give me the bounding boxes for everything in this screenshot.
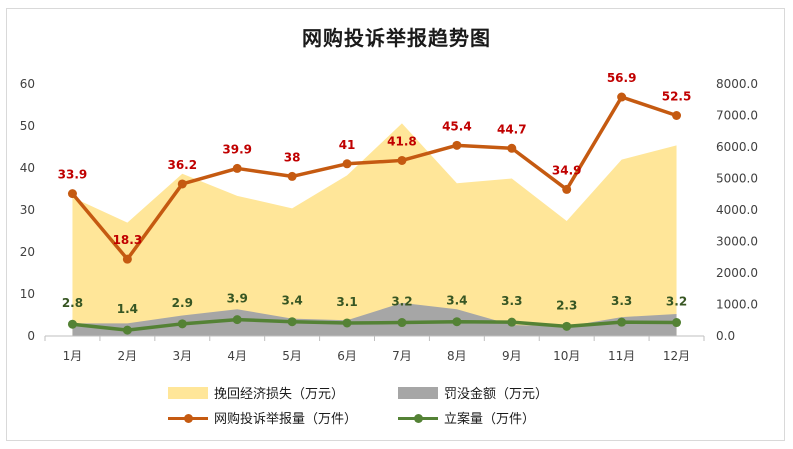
legend-swatch-complaints bbox=[168, 412, 208, 424]
data-point-2 bbox=[397, 155, 407, 165]
data-label: 34.9 bbox=[552, 163, 582, 177]
x-tick-label: 12月 bbox=[663, 349, 690, 363]
data-point-2 bbox=[122, 254, 132, 264]
x-tick-label: 1月 bbox=[63, 349, 83, 363]
y-left-tick-label: 60 bbox=[20, 77, 35, 91]
area-series-0 bbox=[72, 123, 677, 336]
legend-swatch-fines bbox=[398, 386, 438, 399]
data-point-3 bbox=[672, 318, 682, 328]
data-point-2 bbox=[672, 111, 682, 120]
y-left-tick-label: 20 bbox=[20, 245, 35, 259]
data-point-3 bbox=[342, 318, 352, 328]
data-label: 3.1 bbox=[336, 295, 357, 309]
data-label: 52.5 bbox=[662, 90, 692, 104]
area-series-1 bbox=[72, 302, 677, 336]
data-point-3 bbox=[397, 318, 407, 328]
x-tick-label: 3月 bbox=[172, 349, 192, 363]
data-label: 33.9 bbox=[58, 168, 88, 182]
x-tick-label: 5月 bbox=[282, 349, 302, 363]
data-point-2 bbox=[232, 163, 242, 173]
y-right-tick-label: 6000.0 bbox=[716, 140, 758, 154]
y-left-tick-label: 40 bbox=[20, 161, 35, 175]
y-left-tick-label: 0 bbox=[27, 329, 35, 343]
y-left-tick-label: 50 bbox=[20, 119, 35, 133]
data-label: 3.3 bbox=[501, 294, 522, 308]
data-point-3 bbox=[232, 315, 242, 325]
data-point-2 bbox=[342, 159, 352, 169]
x-tick-label: 11月 bbox=[608, 349, 635, 363]
data-label: 2.8 bbox=[62, 296, 83, 310]
line-series-2 bbox=[71, 95, 678, 261]
y-right-tick-label: 4000.0 bbox=[716, 203, 758, 217]
legend-swatch-cases bbox=[398, 412, 438, 424]
data-label: 45.4 bbox=[442, 119, 472, 133]
data-label: 41.8 bbox=[387, 134, 417, 148]
data-label: 3.4 bbox=[281, 294, 302, 308]
y-left-tick-label: 10 bbox=[20, 287, 35, 301]
data-point-2 bbox=[177, 179, 187, 189]
legend-swatch-recovered-loss bbox=[168, 386, 208, 399]
x-tick-label: 2月 bbox=[118, 349, 138, 363]
data-label: 3.4 bbox=[446, 294, 467, 308]
data-point-3 bbox=[452, 317, 462, 327]
legend-label-complaints: 网购投诉举报量（万件） bbox=[214, 412, 358, 427]
data-label: 3.9 bbox=[227, 292, 248, 306]
legend-item-recovered-loss: 挽回经济损失（万元） bbox=[168, 383, 344, 402]
legend-label-cases: 立案量（万件） bbox=[444, 412, 536, 427]
data-label: 44.7 bbox=[497, 122, 527, 136]
data-point-2 bbox=[67, 189, 77, 199]
legend-label-recovered-loss: 挽回经济损失（万元） bbox=[214, 387, 345, 402]
data-point-2 bbox=[452, 140, 462, 150]
y-right-tick-label: 1000.0 bbox=[716, 298, 758, 312]
data-point-3 bbox=[617, 317, 627, 327]
data-label: 39.9 bbox=[222, 142, 252, 156]
legend-item-fines: 罚没金额（万元） bbox=[398, 383, 548, 402]
data-label: 56.9 bbox=[607, 71, 637, 85]
data-point-2 bbox=[287, 171, 297, 181]
legend-item-complaints: 网购投诉举报量（万件） bbox=[168, 408, 357, 427]
x-tick-label: 6月 bbox=[337, 349, 357, 363]
data-label: 41 bbox=[339, 138, 356, 152]
line-series-3 bbox=[72, 317, 677, 332]
data-label: 36.2 bbox=[167, 158, 197, 172]
y-right-tick-label: 5000.0 bbox=[716, 172, 758, 186]
y-right-tick-label: 7000.0 bbox=[716, 109, 758, 123]
data-label: 1.4 bbox=[117, 302, 138, 316]
y-right-tick-label: 3000.0 bbox=[716, 235, 758, 249]
data-label: 2.3 bbox=[556, 298, 577, 312]
data-label: 3.2 bbox=[666, 295, 687, 309]
x-tick-label: 9月 bbox=[502, 349, 522, 363]
data-point-2 bbox=[617, 92, 627, 102]
y-right-tick-label: 2000.0 bbox=[716, 266, 758, 280]
data-point-3 bbox=[177, 319, 187, 329]
legend-item-cases: 立案量（万件） bbox=[398, 408, 535, 427]
data-label: 18.3 bbox=[113, 233, 143, 247]
chart-title: 网购投诉举报趋势图 bbox=[302, 26, 491, 50]
data-label: 3.2 bbox=[391, 295, 412, 309]
y-right-tick-label: 0.0 bbox=[716, 329, 735, 343]
x-tick-label: 7月 bbox=[392, 349, 412, 363]
x-tick-label: 4月 bbox=[227, 349, 247, 363]
legend-label-fines: 罚没金额（万元） bbox=[444, 387, 549, 402]
data-point-3 bbox=[287, 317, 297, 327]
data-point-2 bbox=[507, 143, 517, 153]
data-point-3 bbox=[562, 321, 572, 331]
y-right-tick-label: 8000.0 bbox=[716, 77, 758, 91]
data-point-3 bbox=[507, 317, 517, 327]
data-label: 2.9 bbox=[172, 296, 193, 310]
y-left-tick-label: 30 bbox=[20, 203, 35, 217]
x-tick-label: 10月 bbox=[553, 349, 580, 363]
data-label: 3.3 bbox=[611, 294, 632, 308]
data-point-2 bbox=[562, 184, 572, 194]
data-point-3 bbox=[67, 319, 77, 329]
data-point-3 bbox=[122, 325, 132, 335]
data-label: 38 bbox=[284, 150, 301, 164]
x-tick-label: 8月 bbox=[447, 349, 467, 363]
